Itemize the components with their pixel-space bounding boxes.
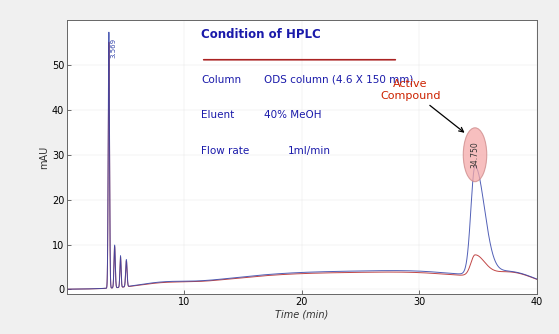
Text: Column: Column — [201, 75, 241, 85]
Text: 40% MeOH: 40% MeOH — [264, 111, 322, 121]
Ellipse shape — [463, 128, 487, 182]
Text: 34.750: 34.750 — [471, 141, 480, 168]
Text: Flow rate: Flow rate — [201, 146, 249, 156]
Text: 3.569: 3.569 — [110, 38, 116, 58]
Text: Eluent: Eluent — [201, 111, 234, 121]
Y-axis label: mAU: mAU — [39, 145, 49, 169]
Text: Condition of HPLC: Condition of HPLC — [201, 28, 321, 41]
Text: 1ml/min: 1ml/min — [288, 146, 331, 156]
X-axis label: Time (min): Time (min) — [275, 310, 329, 320]
Text: ODS column (4.6 X 150 mm): ODS column (4.6 X 150 mm) — [264, 75, 414, 85]
Text: Active
Compound: Active Compound — [380, 79, 463, 132]
